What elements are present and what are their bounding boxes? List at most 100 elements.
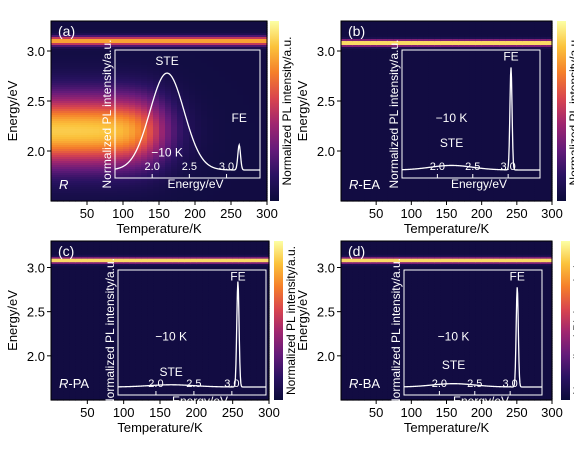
heatmap-cell xyxy=(93,29,100,32)
heatmap-cell xyxy=(81,149,88,152)
heatmap-cell xyxy=(75,79,82,82)
heatmap-cell xyxy=(105,141,112,144)
heatmap-cell xyxy=(105,177,112,180)
heatmap-cell xyxy=(81,193,88,196)
heatmap-cell xyxy=(69,89,76,92)
heatmap-cell xyxy=(93,179,100,182)
heatmap-cell xyxy=(57,35,64,38)
heatmap-cell xyxy=(81,167,88,170)
heatmap-cell xyxy=(75,93,82,96)
heatmap-cell xyxy=(75,55,82,58)
heatmap-cell xyxy=(81,75,88,78)
heatmap-cell xyxy=(93,81,100,84)
heatmap-cell xyxy=(99,101,106,104)
heatmap-cell xyxy=(105,43,112,46)
heatmap-cell xyxy=(75,89,82,92)
heatmap-cell xyxy=(75,167,82,170)
heatmap-cell xyxy=(99,119,106,122)
heatmap-cell xyxy=(75,155,82,158)
heatmap-cell xyxy=(69,197,76,200)
heatmap-cell xyxy=(87,169,94,172)
heatmap-cell xyxy=(81,133,88,136)
heatmap-cell xyxy=(57,165,64,168)
heatmap-cell xyxy=(93,91,100,94)
heatmap-cell xyxy=(105,95,112,98)
heatmap-cell xyxy=(57,91,64,94)
heatmap-cell xyxy=(105,179,112,182)
heatmap-cell xyxy=(87,85,94,88)
heatmap-cell xyxy=(57,141,64,144)
heatmap-cell xyxy=(111,65,118,68)
heatmap-cell xyxy=(51,123,58,126)
heatmap-cell xyxy=(63,155,70,158)
heatmap-cell xyxy=(87,29,94,32)
heatmap-cell xyxy=(93,149,100,152)
heatmap-cell xyxy=(57,157,64,160)
heatmap-cell xyxy=(57,23,64,26)
heatmap-cell xyxy=(93,137,100,140)
heatmap-cell xyxy=(105,193,112,196)
colorbar xyxy=(270,21,279,201)
heatmap-cell xyxy=(111,91,118,94)
heatmap-cell xyxy=(105,121,112,124)
heatmap-cell xyxy=(87,69,94,72)
heatmap-cell xyxy=(63,117,70,120)
heatmap-cell xyxy=(105,115,112,118)
heatmap-cell xyxy=(105,191,112,194)
heatmap-cell xyxy=(105,29,112,32)
heatmap-cell xyxy=(99,155,106,158)
heatmap-cell xyxy=(75,47,82,50)
heatmap-cell xyxy=(105,91,112,94)
heatmap-cell xyxy=(69,111,76,114)
heatmap-cell xyxy=(81,163,88,166)
heatmap-cell xyxy=(69,55,76,58)
heatmap-cell xyxy=(51,197,58,200)
heatmap-cell xyxy=(81,91,88,94)
heatmap-cell xyxy=(93,131,100,134)
heatmap-cell xyxy=(93,159,100,162)
heatmap-cell xyxy=(69,67,76,70)
heatmap-cell xyxy=(51,149,58,152)
heatmap-cell xyxy=(99,107,106,110)
heatmap-cell xyxy=(93,139,100,142)
heatmap-cell xyxy=(57,123,64,126)
heatmap-cell xyxy=(57,51,64,54)
heatmap-cell xyxy=(87,141,94,144)
heatmap-cell xyxy=(51,73,58,76)
x-axis-label: Temperature/K xyxy=(116,221,202,236)
heatmap-cell xyxy=(99,103,106,106)
heatmap-cell xyxy=(75,35,82,38)
y-tick-label: 2.0 xyxy=(27,144,45,159)
heatmap-cell xyxy=(93,33,100,36)
heatmap-cell xyxy=(99,199,106,202)
heatmap-cell xyxy=(69,131,76,134)
heatmap-cell xyxy=(69,99,76,102)
heatmap-cell xyxy=(93,99,100,102)
heatmap-cell xyxy=(57,127,64,130)
heatmap-cell xyxy=(105,55,112,58)
heatmap-cell xyxy=(51,25,58,28)
heatmap-cell xyxy=(57,29,64,32)
heatmap-cell xyxy=(69,161,76,164)
heatmap-cell xyxy=(87,161,94,164)
heatmap-cell xyxy=(99,41,106,44)
heatmap-cell xyxy=(111,95,118,98)
heatmap-cell xyxy=(111,45,118,48)
heatmap-cell xyxy=(87,195,94,198)
heatmap-cell xyxy=(69,127,76,130)
heatmap-cell xyxy=(87,171,94,174)
heatmap-cell xyxy=(105,67,112,70)
heatmap-cell xyxy=(51,115,58,118)
heatmap-cell xyxy=(75,163,82,166)
heatmap-cell xyxy=(87,147,94,150)
heatmap-cell xyxy=(69,113,76,116)
heatmap-cell xyxy=(69,97,76,100)
heatmap-cell xyxy=(93,147,100,150)
heatmap-cell xyxy=(69,165,76,168)
heatmap-cell xyxy=(69,37,76,40)
heatmap-cell xyxy=(63,69,70,72)
heatmap-cell xyxy=(51,85,58,88)
heatmap-cell xyxy=(51,137,58,140)
heatmap-cell xyxy=(93,77,100,80)
